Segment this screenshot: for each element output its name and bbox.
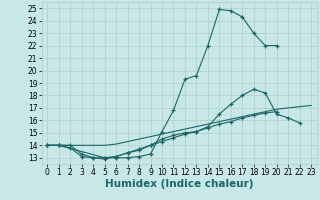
X-axis label: Humidex (Indice chaleur): Humidex (Indice chaleur): [105, 179, 253, 189]
